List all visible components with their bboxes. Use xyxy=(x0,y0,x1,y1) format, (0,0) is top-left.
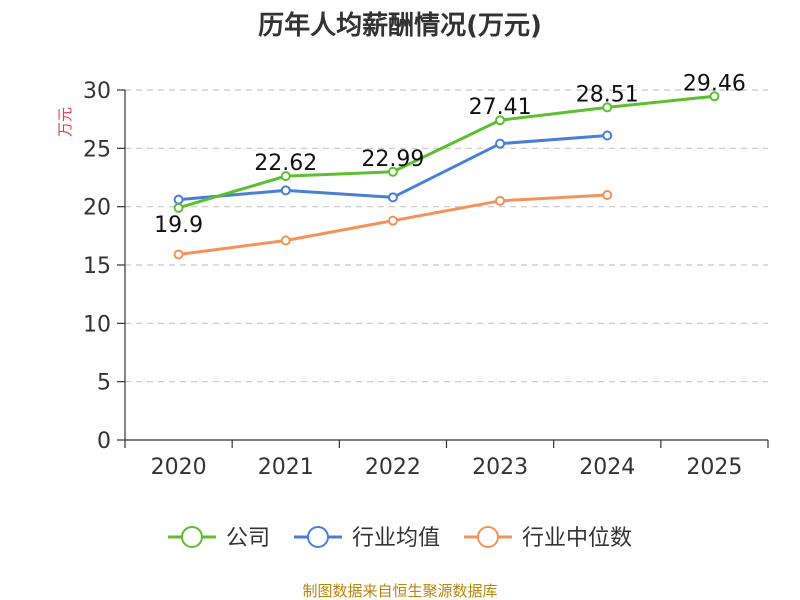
data-label: 29.46 xyxy=(683,71,746,96)
legend-item-1: 行业均值 xyxy=(293,526,440,551)
x-tick-label: 2025 xyxy=(686,455,742,480)
data-point xyxy=(280,235,291,246)
legend-label: 行业均值 xyxy=(352,526,440,551)
legend-label: 公司 xyxy=(226,526,270,551)
data-point xyxy=(173,202,184,213)
legend-marker xyxy=(477,526,500,548)
data-point xyxy=(602,190,613,200)
data-point xyxy=(495,115,506,126)
grid xyxy=(125,89,768,383)
y-axis-label: 万元 xyxy=(56,107,74,137)
x-tick-label: 2024 xyxy=(579,455,635,480)
y-tick-label: 0 xyxy=(97,429,111,454)
y-tick-label: 30 xyxy=(83,79,111,104)
y-tick-label: 10 xyxy=(83,312,111,337)
data-labels: 19.9 22.62 22.99 27.41 28.51 29.46 xyxy=(154,71,746,238)
data-point xyxy=(495,138,506,149)
x-tick-label: 2021 xyxy=(258,455,314,480)
data-label: 19.9 xyxy=(154,213,203,238)
data-point xyxy=(709,91,720,102)
x-tick-label: 2023 xyxy=(472,455,528,480)
y-tick-label: 25 xyxy=(83,137,111,162)
y-tick-label: 5 xyxy=(97,371,111,396)
series-line-0 xyxy=(178,94,715,210)
data-label: 22.99 xyxy=(361,147,424,172)
x-tick-label: 2020 xyxy=(151,455,207,480)
data-point xyxy=(173,194,184,205)
data-point xyxy=(387,215,398,226)
legend-item-2: 行业中位数 xyxy=(464,526,632,551)
series xyxy=(173,91,720,260)
legend: 公司 行业均值 行业中位数 xyxy=(167,526,632,551)
data-point xyxy=(602,102,613,113)
legend-marker xyxy=(306,526,329,548)
y-tick-label: 20 xyxy=(83,196,111,221)
data-label: 27.41 xyxy=(469,95,532,120)
data-point xyxy=(602,130,613,141)
data-point xyxy=(280,185,291,196)
data-label: 22.62 xyxy=(254,151,317,176)
data-point xyxy=(173,249,184,260)
legend-label: 行业中位数 xyxy=(522,526,632,551)
x-tick-label: 2022 xyxy=(365,455,421,480)
data-point xyxy=(280,171,291,182)
data-point xyxy=(387,192,398,203)
y-tick-label: 15 xyxy=(83,254,111,279)
legend-item-0: 公司 xyxy=(167,526,270,551)
source-note: 制图数据来自恒生聚源数据库 xyxy=(302,582,497,600)
data-point xyxy=(387,166,398,177)
data-point xyxy=(495,195,506,206)
data-label: 28.51 xyxy=(576,82,639,107)
legend-marker xyxy=(180,526,203,548)
chart-title: 历年人均薪酬情况(万元) xyxy=(258,10,542,41)
